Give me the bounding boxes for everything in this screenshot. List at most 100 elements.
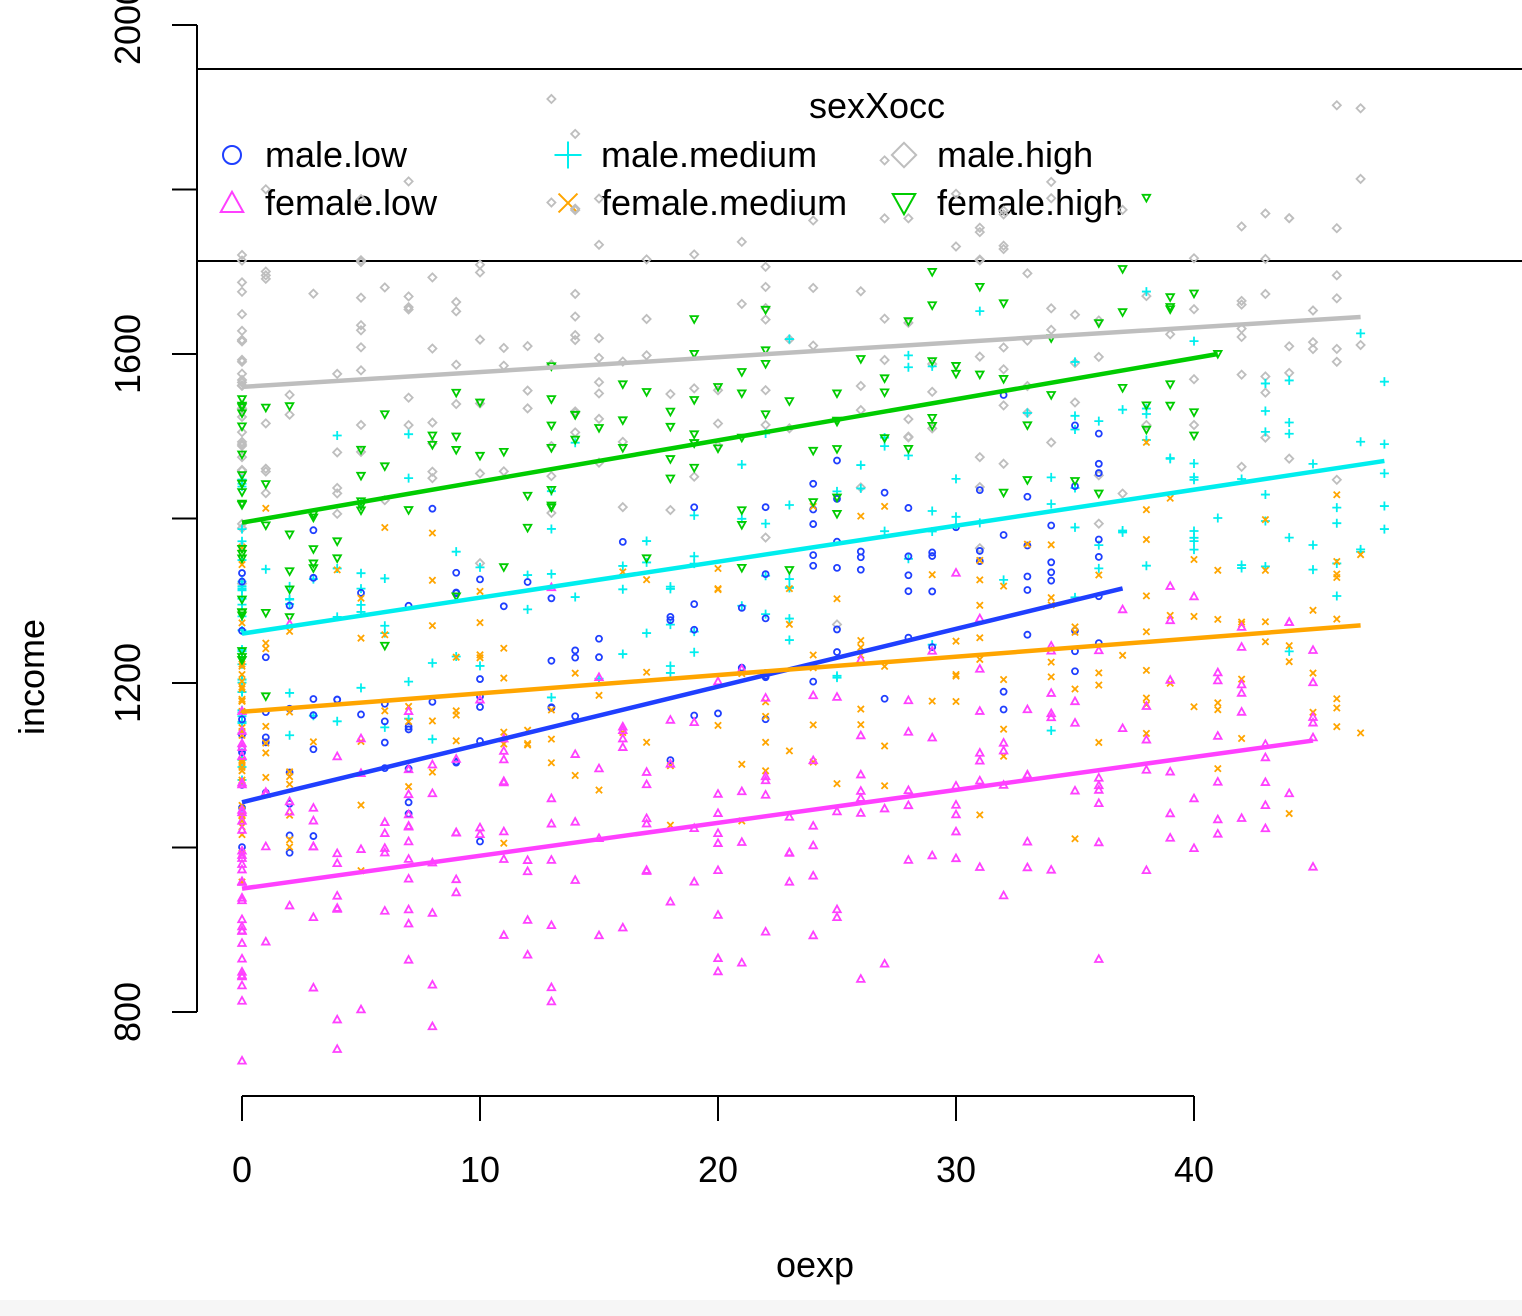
data-point (569, 204, 581, 216)
data-point (999, 582, 1008, 590)
data-point (833, 779, 841, 788)
data-point (546, 443, 557, 454)
data-point (998, 240, 1009, 252)
data-point (238, 577, 246, 586)
series-points-female-high (236, 193, 1224, 702)
data-point (331, 368, 343, 380)
data-point (831, 445, 843, 455)
data-point (285, 848, 294, 857)
data-point (450, 886, 462, 897)
data-point (975, 557, 984, 565)
data-point (571, 771, 579, 780)
data-point (857, 720, 865, 729)
data-point (1141, 290, 1152, 302)
data-point (261, 733, 270, 742)
data-point (1212, 730, 1224, 740)
data-point (1093, 315, 1105, 326)
data-point (546, 817, 557, 828)
data-point (1093, 779, 1105, 790)
data-point (332, 716, 342, 726)
data-point (665, 388, 676, 400)
data-point (761, 519, 771, 529)
data-point (1045, 176, 1057, 188)
data-point (427, 979, 438, 989)
data-point (1164, 674, 1176, 684)
data-point (1188, 431, 1200, 442)
data-point (1118, 527, 1128, 537)
data-point (403, 304, 414, 315)
data-point (641, 254, 652, 265)
data-point (236, 804, 248, 814)
data-point (238, 560, 246, 569)
data-point (452, 568, 461, 577)
data-point (904, 504, 913, 512)
data-point (857, 705, 865, 713)
data-point (879, 434, 890, 444)
data-point (403, 788, 414, 799)
data-point (593, 424, 605, 434)
data-point (285, 780, 294, 789)
data-point (569, 329, 581, 341)
data-point (1307, 676, 1319, 687)
data-point (1070, 357, 1080, 367)
data-point (998, 889, 1009, 900)
data-point (285, 730, 295, 740)
data-point (355, 506, 367, 516)
data-point (474, 693, 486, 704)
data-point (1118, 651, 1127, 660)
data-point (974, 861, 986, 871)
data-point (1331, 99, 1343, 111)
data-point (618, 537, 627, 546)
data-point (857, 636, 865, 645)
data-point (1095, 571, 1103, 579)
window-bottom-strip (0, 1300, 1522, 1316)
data-point (1142, 627, 1151, 636)
data-point (974, 351, 986, 362)
y-tick-label: 800 (107, 982, 148, 1042)
data-point (809, 561, 818, 570)
data-point (546, 569, 556, 579)
data-point (571, 646, 580, 655)
data-point (522, 403, 533, 414)
data-point (809, 479, 818, 488)
data-point (665, 504, 676, 516)
data-point (331, 847, 343, 858)
data-point (714, 564, 722, 573)
data-point (284, 567, 295, 577)
data-point (522, 340, 533, 352)
data-point (1236, 641, 1247, 651)
female-high-legend-marker (891, 193, 917, 217)
data-point (1047, 576, 1056, 585)
data-point (784, 566, 795, 576)
male-medium-legend-marker (554, 141, 582, 169)
data-point (379, 462, 391, 472)
data-point (1285, 809, 1293, 818)
data-point (1213, 513, 1223, 523)
data-point (665, 422, 676, 433)
data-point (998, 488, 1009, 499)
data-point (236, 611, 248, 622)
data-point (236, 875, 248, 886)
data-point (641, 817, 652, 828)
data-point (1022, 268, 1033, 279)
data-point (1188, 792, 1200, 803)
data-point (1333, 722, 1341, 731)
data-point (928, 548, 937, 557)
data-point (999, 575, 1009, 585)
data-point (1283, 212, 1295, 224)
data-point (237, 524, 247, 534)
data-point (309, 526, 318, 535)
data-point (809, 520, 818, 528)
data-point (760, 410, 771, 420)
data-point (1045, 687, 1057, 697)
data-point (355, 446, 367, 458)
data-point (1142, 694, 1151, 702)
data-point (285, 772, 294, 781)
data-point (427, 431, 438, 442)
data-point (712, 909, 724, 919)
data-point (500, 674, 508, 682)
data-point (617, 501, 629, 513)
data-point (736, 521, 748, 531)
data-point (1141, 700, 1152, 710)
data-point (928, 552, 937, 560)
